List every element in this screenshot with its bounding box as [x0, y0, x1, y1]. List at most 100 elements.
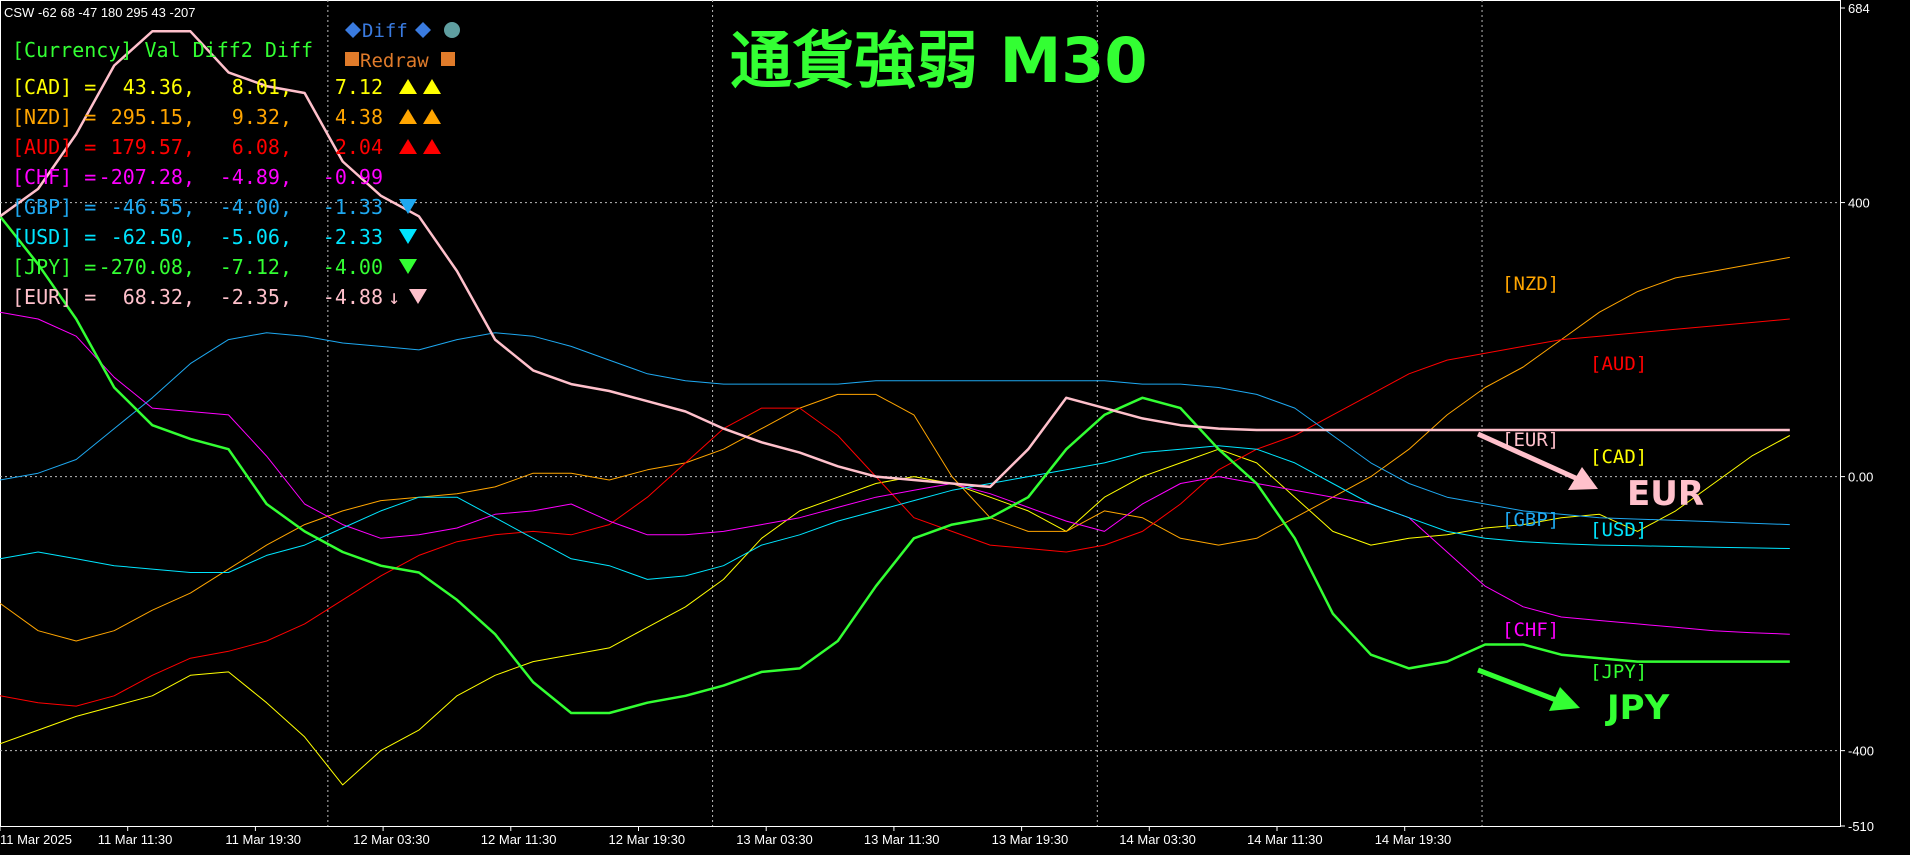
legend-row-diff: -4.88	[323, 285, 383, 309]
up-triangle-icon	[423, 139, 441, 154]
right-labels: [CAD] [NZD] [AUD] [CHF] [GBP] [USD] [JPY] [EUR]	[1502, 273, 1647, 683]
x-tick-label: 12 Mar 11:30	[481, 832, 557, 847]
chart-title: 通貨強弱 M30	[730, 24, 1148, 97]
right-label-gbp: [GBP]	[1502, 509, 1559, 531]
down-triangle-icon	[399, 259, 417, 274]
legend-row-val: -46.55,	[111, 195, 195, 219]
legend-row-label: [EUR] =	[12, 285, 96, 309]
legend-row-diff2: 6.08,	[232, 135, 292, 159]
diff-marker-icon	[415, 22, 431, 38]
x-tick-label: 11 Mar 11:30	[98, 832, 173, 847]
up-triangle-icon	[399, 139, 417, 154]
up-triangle-icon	[399, 109, 417, 124]
redraw-label: Redraw	[360, 50, 429, 72]
x-tick-label: 14 Mar 03:30	[1119, 832, 1196, 847]
series-line-usd	[0, 445, 1790, 580]
series-line-aud	[0, 318, 1790, 707]
y-tick-label: 400	[1848, 196, 1870, 211]
right-label-jpy: [JPY]	[1590, 661, 1647, 683]
legend-row-diff: -4.00	[323, 255, 383, 279]
right-label-nzd: [NZD]	[1502, 273, 1559, 295]
legend-row-chf: [CHF] = -207.28, -4.89, -0.99	[12, 165, 383, 189]
right-label-eur: [EUR]	[1502, 429, 1559, 451]
legend-row-usd: [USD] = -62.50, -5.06, -2.33	[12, 225, 417, 249]
series-lines	[0, 30, 1791, 786]
legend-row-aud: [AUD] = 179.57, 6.08, 2.04	[12, 135, 441, 159]
down-arrow-mark-icon: ↓	[388, 285, 400, 309]
right-label-usd: [USD]	[1590, 519, 1647, 541]
right-label-aud: [AUD]	[1590, 353, 1647, 375]
legend-row-val: -270.08,	[99, 255, 195, 279]
eur-arrow-head-icon	[1568, 467, 1598, 490]
legend: Diff Redraw [Currency] Val Diff2 Diff [CAD]…	[12, 20, 460, 309]
jpy-annotation-label: JPY	[1605, 688, 1670, 728]
legend-row-diff2: -4.89,	[220, 165, 292, 189]
x-tick-label: 12 Mar 03:30	[353, 832, 430, 847]
up-triangle-icon	[423, 109, 441, 124]
eur-arrow-shaft	[1476, 431, 1582, 483]
series-line-chf	[0, 311, 1790, 635]
legend-row-diff: 2.04	[335, 135, 383, 159]
redraw-marker-icon	[345, 52, 359, 66]
right-label-cad: [CAD]	[1590, 446, 1647, 468]
legend-row-cad: [CAD] = 43.36, 8.01, 7.12	[12, 75, 441, 99]
y-tick-label: -510	[1848, 819, 1874, 834]
legend-row-jpy: [JPY] = -270.08, -7.12, -4.00	[12, 255, 417, 279]
redraw-marker-icon	[441, 52, 455, 66]
legend-row-diff2: -2.35,	[220, 285, 292, 309]
legend-row-diff: 7.12	[335, 75, 383, 99]
legend-row-label: [CHF] =	[12, 165, 96, 189]
up-triangle-icon	[399, 79, 417, 94]
legend-row-val: 43.36,	[123, 75, 195, 99]
legend-row-val: 179.57,	[111, 135, 195, 159]
legend-row-diff2: 8.01,	[232, 75, 292, 99]
x-tick-label: 11 Mar 2025	[0, 832, 72, 847]
x-tick-label: 14 Mar 11:30	[1247, 832, 1323, 847]
down-triangle-icon	[409, 289, 427, 304]
legend-row-val: 295.15,	[111, 105, 195, 129]
legend-row-eur: [EUR] = 68.32, -2.35, -4.88 ↓	[12, 285, 427, 309]
legend-row-diff: -2.33	[323, 225, 383, 249]
indicator-short-name: CSW -62 68 -47 180 295 43 -207	[4, 5, 196, 20]
annotations: EUR JPY	[1476, 431, 1704, 728]
plot-frame	[0, 0, 1841, 827]
right-label-chf: [CHF]	[1502, 619, 1559, 641]
legend-row-gbp: [GBP] = -46.55, -4.00, -1.33	[12, 195, 417, 219]
legend-row-diff2: -5.06,	[220, 225, 292, 249]
legend-row-diff2: 9.32,	[232, 105, 292, 129]
x-tick-label: 12 Mar 19:30	[609, 832, 686, 847]
series-line-jpy	[0, 215, 1790, 715]
status-dot-icon	[444, 22, 460, 38]
down-triangle-icon	[399, 199, 417, 214]
legend-row-val: -62.50,	[111, 225, 195, 249]
grid	[0, 0, 1841, 827]
legend-row-diff: -1.33	[323, 195, 383, 219]
diff-marker-icon	[345, 22, 361, 38]
legend-row-label: [GBP] =	[12, 195, 96, 219]
legend-row-label: [USD] =	[12, 225, 96, 249]
jpy-arrow-shaft	[1477, 667, 1557, 703]
series-line-gbp	[0, 332, 1790, 526]
down-triangle-icon	[399, 229, 417, 244]
x-tick-label: 13 Mar 11:30	[864, 832, 940, 847]
x-tick-label: 13 Mar 19:30	[992, 832, 1069, 847]
y-tick-label: 0.00	[1848, 470, 1873, 485]
x-tick-label: 14 Mar 19:30	[1375, 832, 1452, 847]
x-tick-label: 11 Mar 19:30	[225, 832, 301, 847]
legend-row-label: [AUD] =	[12, 135, 96, 159]
legend-row-label: [NZD] =	[12, 105, 96, 129]
series-line-cad	[0, 435, 1791, 786]
x-tick-label: 13 Mar 03:30	[736, 832, 813, 847]
legend-row-diff: -0.99	[323, 165, 383, 189]
series-line-eur	[0, 30, 1790, 489]
legend-row-diff: 4.38	[335, 105, 383, 129]
diff-label: Diff	[362, 20, 408, 42]
bottom-tab-bar	[0, 855, 1910, 862]
y-tick-label: -400	[1848, 744, 1874, 759]
legend-row-diff2: -4.00,	[220, 195, 292, 219]
jpy-arrow-head-icon	[1549, 687, 1580, 711]
legend-row-label: [JPY] =	[12, 255, 96, 279]
y-axis: 684 400 0.00 -400 -510	[1840, 1, 1874, 834]
legend-row-diff2: -7.12,	[220, 255, 292, 279]
x-axis: 11 Mar 2025 11 Mar 11:30 11 Mar 19:30 12 Ma…	[0, 826, 1451, 847]
